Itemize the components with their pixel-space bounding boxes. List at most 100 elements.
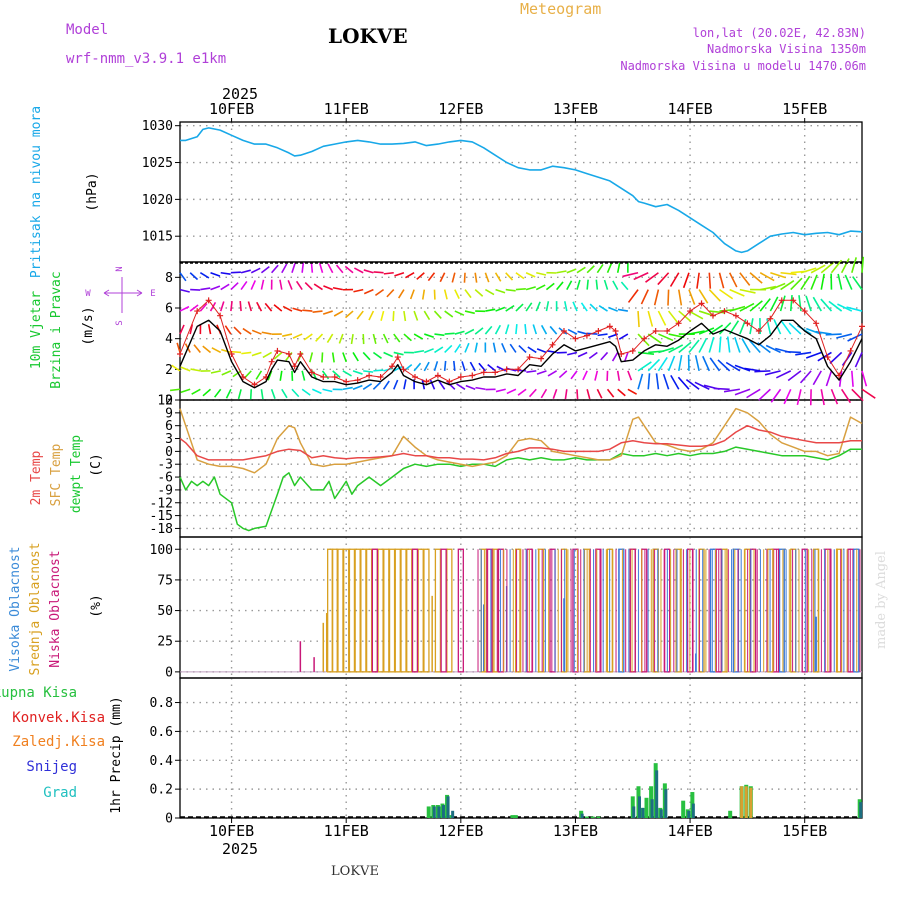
wind-arrow <box>280 280 282 290</box>
wind-arrow <box>405 273 414 278</box>
precip-bar <box>660 809 663 818</box>
wind-gust-marker <box>297 351 303 357</box>
credit-label: made by Angel <box>874 551 889 649</box>
ytick-label: 1020 <box>142 193 173 208</box>
ytick-label: 0.2 <box>150 783 173 798</box>
wind-axis-title-2: Brzina i Pravac <box>49 271 64 388</box>
wind-arrow <box>577 389 578 399</box>
wind-arrow <box>550 326 556 334</box>
wind-arrow <box>754 371 770 372</box>
wind-arrow <box>445 333 455 334</box>
wind-arrow <box>655 290 659 306</box>
wind-arrow <box>578 352 587 356</box>
wind-arrow <box>465 290 471 298</box>
wind-arrow <box>537 349 546 353</box>
wind-arrow <box>241 270 251 273</box>
cloud-axis-unit: (%) <box>89 594 104 617</box>
model-altitude-label: Nadmorska Visina u modelu 1470.06m <box>620 59 866 73</box>
compass-s: S <box>115 320 125 325</box>
dewpt-line <box>180 447 862 530</box>
wind-arrow <box>605 280 608 290</box>
wind-arrow <box>334 311 343 316</box>
wind-arrow <box>488 365 496 371</box>
precip-legend-item: Zaledj.Kisa <box>12 734 105 750</box>
wind-gust-marker <box>664 328 670 334</box>
pressure-axis-unit: (hPa) <box>85 172 100 211</box>
wind-arrow <box>862 371 866 386</box>
wind-arrow <box>374 272 384 273</box>
wind-arrow <box>384 273 394 274</box>
wind-arrow <box>528 347 536 352</box>
wind-arrow <box>261 267 269 273</box>
wind-arrow <box>608 264 612 273</box>
wind-arrow <box>292 389 299 396</box>
wind-gust-marker <box>286 351 292 357</box>
wind-arrow <box>352 334 354 344</box>
wind-arrow <box>373 382 380 389</box>
wind-arrow <box>394 273 404 276</box>
wind-arrow <box>353 290 363 292</box>
wind-arrow <box>384 352 393 356</box>
wind-arrow <box>536 302 540 311</box>
wind-arrow <box>597 389 601 398</box>
wind-gust-marker <box>366 372 372 378</box>
wind-arrow <box>231 301 232 311</box>
wind-arrow <box>192 389 201 394</box>
wind-arrow <box>821 389 824 405</box>
wind-arrow <box>384 381 390 389</box>
pressure-axis-title: Pritisak na nivou mora <box>29 106 44 278</box>
wind-arrow <box>530 389 537 396</box>
wind-arrow <box>781 321 790 334</box>
wind-arrow <box>241 352 251 353</box>
wind-arrow <box>618 371 620 381</box>
wind-arrow <box>343 371 352 376</box>
wind-arrow <box>234 327 241 334</box>
wind-arrow <box>211 286 220 289</box>
wind-arrow <box>578 331 588 334</box>
precip-legend-item: Konvek.Kisa <box>12 710 105 726</box>
precip-bar <box>433 806 436 818</box>
wind-arrow <box>648 311 652 326</box>
cloud-bar <box>395 549 400 672</box>
wind-arrow <box>283 306 292 311</box>
wind-arrow <box>272 265 279 273</box>
wind-arrow <box>274 305 282 311</box>
wind-arrow <box>699 338 706 352</box>
wind-arrow <box>799 295 801 311</box>
wind-arrow <box>476 388 486 390</box>
wind-arrow <box>516 324 517 334</box>
wind-arrow <box>414 363 420 371</box>
ytick-label: 6 <box>165 419 173 434</box>
precip-bar <box>451 811 454 818</box>
wind-arrow <box>455 311 464 315</box>
wind-arrow <box>496 290 505 293</box>
wind-gust-marker <box>395 354 401 360</box>
wind-gust-marker <box>177 351 183 357</box>
wind-arrow <box>181 389 191 392</box>
top-date-label: 11FEB <box>324 100 369 118</box>
wind-arrow <box>302 371 304 381</box>
wind-arrow <box>465 329 474 334</box>
wind-arrow <box>455 344 461 352</box>
temp-axis-title-3: dewpt Temp <box>69 435 84 513</box>
wind-arrow <box>212 348 221 353</box>
wind-arrow <box>241 281 247 289</box>
wind-arrow <box>404 334 411 341</box>
ytick-label: 2 <box>165 363 173 378</box>
wind-arrow <box>302 389 310 395</box>
cloud-axis-title-1: Visoka Oblacnost <box>8 546 23 671</box>
meteogram-title: Meteogram <box>520 0 601 18</box>
pressure-frame <box>180 122 862 262</box>
wind-arrow <box>417 273 425 280</box>
wind-arrow <box>516 289 526 290</box>
wind-gust-marker <box>435 372 441 378</box>
wind-arrow <box>203 389 211 396</box>
wind-arrow <box>533 325 536 335</box>
wind-arrow <box>813 297 821 311</box>
wind-arrow <box>669 356 675 371</box>
wind-arrow <box>485 290 494 295</box>
wind-arrow <box>252 330 261 334</box>
